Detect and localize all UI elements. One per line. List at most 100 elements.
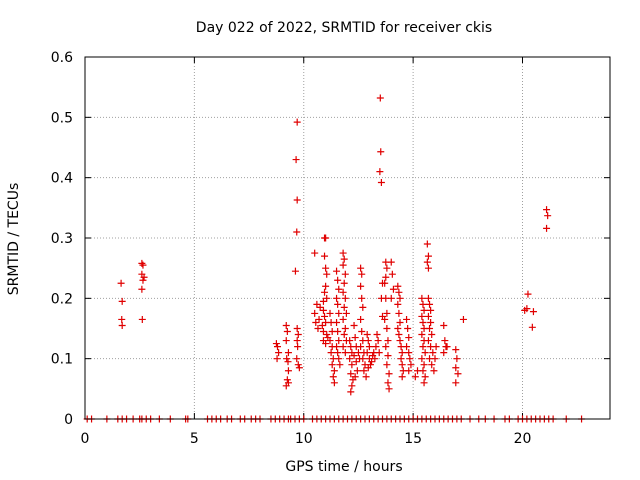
data-point [140, 273, 148, 281]
y-tick-label: 0.2 [51, 291, 73, 307]
data-point [293, 325, 301, 332]
data-point [341, 294, 349, 302]
x-axis-label: GPS time / hours [285, 459, 402, 475]
data-point [323, 270, 331, 278]
data-point [272, 340, 280, 348]
data-point [376, 94, 384, 102]
data-point [383, 309, 391, 317]
data-point [321, 312, 329, 320]
data-point [339, 343, 347, 351]
data-point [426, 325, 434, 332]
data-point [358, 328, 366, 336]
data-point [453, 355, 461, 363]
data-point [273, 355, 281, 363]
data-point [341, 270, 349, 278]
data-point [423, 258, 431, 266]
data-point [351, 373, 359, 381]
data-point [347, 370, 355, 378]
data-point [424, 264, 432, 272]
data-point [430, 367, 438, 375]
data-point [330, 367, 338, 375]
data-point [138, 259, 146, 267]
data-point [454, 370, 462, 378]
data-point [418, 294, 426, 302]
data-point [383, 361, 391, 369]
data-point [387, 294, 395, 302]
data-point [377, 148, 385, 156]
data-point [330, 379, 338, 387]
data-point [353, 367, 361, 375]
data-point [350, 352, 358, 360]
data-point [322, 282, 330, 290]
data-point [326, 337, 334, 345]
data-point [403, 343, 411, 351]
y-tick-label: 0 [64, 412, 73, 428]
data-point [396, 294, 404, 302]
data-point [443, 343, 451, 351]
data-point [440, 349, 448, 357]
data-point [138, 315, 146, 323]
data-point [368, 358, 376, 366]
data-point [385, 370, 393, 378]
data-point [321, 252, 329, 260]
data-point [364, 364, 372, 372]
data-point [359, 355, 367, 363]
data-point [314, 325, 322, 332]
data-point [362, 373, 370, 381]
data-point [341, 349, 349, 357]
data-point [385, 385, 393, 393]
data-point [420, 306, 428, 314]
data-point [342, 309, 350, 317]
data-point [418, 331, 426, 339]
data-point [333, 294, 341, 302]
data-point [327, 349, 335, 357]
data-point [334, 300, 342, 308]
data-point [383, 264, 391, 272]
data-point [358, 270, 366, 278]
data-point [319, 297, 327, 305]
x-tick-label: 0 [81, 431, 90, 447]
data-point [322, 264, 330, 272]
data-point [340, 303, 348, 311]
data-point [340, 279, 348, 287]
data-point [293, 228, 301, 236]
data-point [383, 325, 391, 332]
data-point [428, 361, 436, 369]
data-point [381, 315, 389, 323]
data-point [328, 361, 336, 369]
data-point [407, 361, 415, 369]
data-point [528, 323, 536, 331]
data-point [335, 337, 343, 345]
data-point [319, 328, 327, 336]
data-point [420, 361, 428, 369]
data-point [523, 305, 531, 313]
data-point [394, 282, 402, 290]
data-point [357, 264, 365, 272]
data-point [294, 361, 302, 369]
data-point [292, 156, 300, 164]
data-point [357, 315, 365, 323]
data-point [441, 337, 449, 345]
data-point [424, 252, 432, 260]
data-point [357, 282, 365, 290]
data-point [319, 306, 327, 314]
data-point [318, 321, 326, 329]
x-tick-label: 5 [190, 431, 199, 447]
data-point [431, 355, 439, 363]
data-point [348, 382, 356, 390]
data-point [420, 379, 428, 387]
data-point [321, 288, 329, 296]
data-point [283, 328, 291, 336]
data-point [365, 343, 373, 351]
data-point [396, 318, 404, 326]
data-point [315, 315, 323, 323]
data-point [543, 206, 551, 214]
data-point [138, 285, 146, 293]
y-tick-label: 0.3 [51, 231, 73, 247]
data-point [529, 308, 537, 316]
data-point [357, 343, 365, 351]
data-point [322, 340, 330, 348]
data-point [118, 297, 126, 305]
data-point [384, 352, 392, 360]
